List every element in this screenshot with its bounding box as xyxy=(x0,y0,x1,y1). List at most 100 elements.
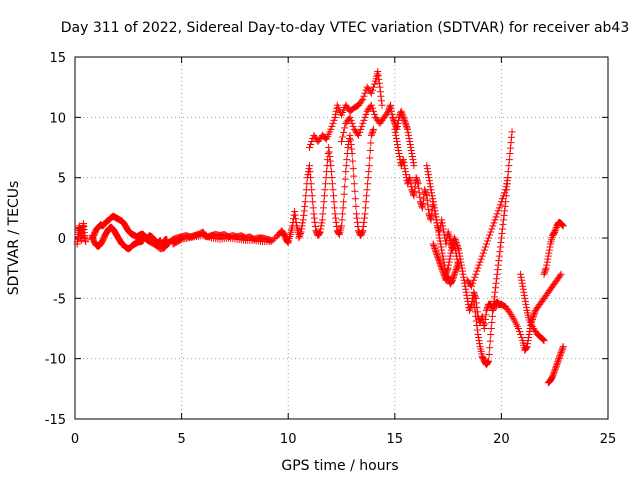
data-point xyxy=(358,228,366,236)
data-point xyxy=(410,162,418,170)
data-point xyxy=(456,252,464,260)
data-point xyxy=(436,258,444,266)
data-point xyxy=(551,367,559,375)
data-point xyxy=(496,248,504,256)
data-point xyxy=(353,214,361,222)
data-point xyxy=(419,204,427,212)
data-point xyxy=(474,264,482,272)
data-point xyxy=(371,80,379,88)
data-point xyxy=(427,214,435,222)
data-point xyxy=(376,83,384,91)
data-point xyxy=(89,233,97,241)
axis-ticks xyxy=(74,56,609,420)
data-point xyxy=(301,202,309,210)
data-point xyxy=(493,275,501,283)
y-tick-label: -15 xyxy=(45,413,66,428)
data-point xyxy=(324,150,332,158)
data-point xyxy=(415,189,423,197)
data-point xyxy=(432,249,440,257)
data-point xyxy=(267,238,275,246)
data-point xyxy=(406,174,414,182)
data-point xyxy=(361,113,369,121)
data-point xyxy=(505,162,513,170)
data-point xyxy=(455,258,463,266)
series-arc-c xyxy=(88,223,147,253)
data-point xyxy=(284,238,292,246)
data-point xyxy=(556,272,564,280)
data-point xyxy=(318,219,326,227)
data-point xyxy=(474,334,482,342)
data-point xyxy=(455,246,463,254)
data-point xyxy=(541,269,549,277)
data-point xyxy=(449,273,457,281)
data-point xyxy=(308,137,316,145)
data-point xyxy=(479,249,487,257)
series-arc-l xyxy=(463,174,512,290)
series-arc-f xyxy=(295,125,377,242)
data-point xyxy=(396,153,404,161)
data-point xyxy=(520,288,528,296)
data-point xyxy=(557,270,565,278)
data-point xyxy=(472,270,480,278)
data-point xyxy=(497,239,505,247)
data-point xyxy=(315,230,323,238)
data-point xyxy=(414,180,422,188)
data-point xyxy=(320,192,328,200)
data-point xyxy=(458,267,466,275)
data-point xyxy=(476,258,484,266)
y-tick-label: -10 xyxy=(45,353,66,368)
data-point xyxy=(423,162,431,170)
series-arc-h xyxy=(338,101,418,170)
data-point xyxy=(558,346,566,354)
data-point xyxy=(518,279,526,287)
data-point xyxy=(518,276,526,284)
data-point xyxy=(395,116,403,124)
data-point xyxy=(453,242,461,250)
data-point xyxy=(339,204,347,212)
data-point xyxy=(365,162,373,170)
series-arc-p xyxy=(544,343,567,387)
data-point xyxy=(302,192,310,200)
data-point xyxy=(401,119,409,127)
data-point xyxy=(500,211,508,219)
data-point xyxy=(558,221,566,229)
data-point xyxy=(310,210,318,218)
data-point xyxy=(400,162,408,170)
data-point xyxy=(487,228,495,236)
x-tick-label: 0 xyxy=(71,432,79,447)
data-point xyxy=(347,116,355,124)
data-point xyxy=(470,290,478,298)
data-point xyxy=(540,337,548,345)
data-point xyxy=(493,210,501,218)
data-point xyxy=(433,251,441,259)
data-point xyxy=(480,325,488,332)
data-point xyxy=(306,168,314,176)
data-point xyxy=(371,110,379,118)
data-point xyxy=(351,195,359,203)
data-point xyxy=(332,218,340,226)
data-point xyxy=(279,229,287,237)
data-point xyxy=(449,275,457,283)
data-point xyxy=(557,350,565,358)
data-point xyxy=(330,192,338,200)
data-point xyxy=(484,237,492,245)
data-point xyxy=(559,222,567,230)
data-point xyxy=(494,266,502,274)
data-point xyxy=(340,198,348,206)
data-point xyxy=(540,336,548,344)
data-point xyxy=(432,213,440,221)
series-arc-m xyxy=(491,270,565,354)
data-point xyxy=(484,359,492,367)
data-point xyxy=(476,340,484,348)
data-point xyxy=(481,315,489,323)
data-point xyxy=(530,309,538,317)
data-point xyxy=(502,183,510,191)
data-point xyxy=(341,124,349,132)
data-point xyxy=(326,157,334,165)
data-point xyxy=(400,159,408,167)
data-point xyxy=(350,180,358,188)
data-point xyxy=(82,238,90,246)
data-point xyxy=(400,116,408,124)
data-point xyxy=(368,130,376,138)
data-point xyxy=(335,229,343,237)
